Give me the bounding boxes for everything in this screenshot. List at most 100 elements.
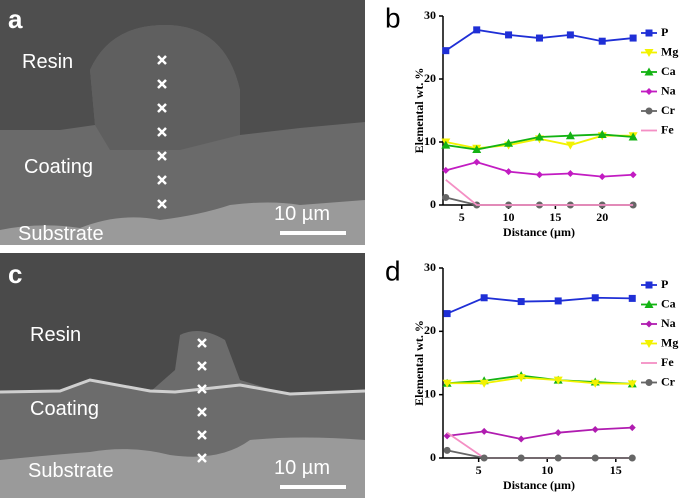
marker <box>473 26 481 34</box>
marker <box>645 379 653 386</box>
sem-image-a: a Resin Coating Substrate 10 µm <box>0 0 365 245</box>
legend-label: Na <box>661 316 676 330</box>
image-label: Resin <box>30 324 81 346</box>
marker <box>591 454 599 462</box>
series-line <box>447 426 633 440</box>
marker <box>566 31 574 39</box>
y-axis-label: Elemental wt. % <box>412 68 426 154</box>
series-line <box>446 449 633 459</box>
marker <box>598 173 606 181</box>
legend-label: Mg <box>661 44 678 58</box>
panel-label: b <box>385 2 401 33</box>
y-axis-label: Elemental wt. % <box>412 320 426 406</box>
marker <box>516 374 526 383</box>
marker <box>443 310 451 318</box>
image-label: Coating <box>30 398 99 420</box>
marker <box>505 168 513 176</box>
marker <box>553 376 563 385</box>
series-line <box>447 376 633 385</box>
y-tick-label: 30 <box>424 8 436 22</box>
marker <box>644 340 654 348</box>
marker <box>480 454 488 462</box>
marker <box>517 298 525 306</box>
y-tick-label: 20 <box>424 323 436 337</box>
legend-label: Mg <box>661 335 678 349</box>
legend-label: Na <box>661 83 676 97</box>
marker <box>480 294 488 302</box>
marker <box>535 34 543 42</box>
x-tick-label: 5 <box>459 210 465 224</box>
marker <box>480 427 488 435</box>
legend-label: Fe <box>661 355 674 369</box>
marker <box>473 158 481 166</box>
marker <box>645 320 653 328</box>
marker <box>644 49 654 57</box>
marker <box>566 170 574 177</box>
x-tick-label: 15 <box>610 463 622 477</box>
marker <box>645 88 653 95</box>
marker <box>591 426 599 433</box>
legend-label: Cr <box>661 103 676 117</box>
panel-label: d <box>385 255 401 286</box>
marker <box>590 379 600 388</box>
x-tick-label: 10 <box>541 463 553 477</box>
legend-label: Fe <box>661 122 674 136</box>
scale-bar-label: 10 µm <box>274 203 330 225</box>
scale-bar-label: 10 µm <box>274 457 330 479</box>
panel-label: a <box>8 4 23 34</box>
charts: b 0 10 20 30 5 10 15 20 Distance (µm) Elemental wt… <box>385 2 678 491</box>
marker <box>628 454 636 462</box>
legend-label: Ca <box>661 64 676 78</box>
series-line <box>446 296 633 315</box>
marker <box>534 132 544 141</box>
image-label: Resin <box>22 51 73 73</box>
series-line <box>447 374 633 385</box>
marker <box>504 138 514 147</box>
x-tick-label: 15 <box>549 210 561 224</box>
marker <box>628 132 638 141</box>
marker <box>442 166 450 174</box>
marker <box>442 193 450 201</box>
legend-label: Cr <box>661 374 676 388</box>
y-tick-label: 0 <box>430 450 436 464</box>
series-line <box>445 179 634 206</box>
marker <box>644 67 654 76</box>
marker <box>505 31 513 39</box>
image-label: Coating <box>24 156 93 178</box>
marker <box>597 129 607 138</box>
marker <box>629 171 637 179</box>
marker <box>535 171 543 179</box>
image-label: Substrate <box>18 223 104 245</box>
legend-label: Ca <box>661 296 676 310</box>
legend-label: P <box>661 25 668 39</box>
y-tick-label: 0 <box>430 197 436 211</box>
marker <box>479 379 489 388</box>
marker <box>554 429 562 437</box>
marker <box>517 454 525 462</box>
marker <box>645 281 653 289</box>
sem-image-c: c Resin Coating Substrate 10 µm <box>0 253 366 498</box>
marker <box>565 141 575 150</box>
marker <box>442 379 452 388</box>
image-label: Substrate <box>28 460 114 482</box>
marker <box>565 131 575 140</box>
y-tick-label: 10 <box>424 386 436 400</box>
marker <box>472 145 482 154</box>
marker <box>517 435 525 443</box>
marker <box>645 107 653 115</box>
marker <box>442 47 450 55</box>
panel-label: c <box>8 259 22 289</box>
legend-label: P <box>661 277 668 291</box>
y-tick-label: 20 <box>424 71 436 85</box>
marker <box>441 140 451 149</box>
x-axis-label: Distance (µm) <box>503 478 575 492</box>
marker <box>628 294 636 302</box>
marker <box>629 34 637 42</box>
marker <box>554 454 562 462</box>
marker <box>554 297 562 305</box>
x-tick-label: 5 <box>476 463 482 477</box>
marker <box>628 424 636 432</box>
x-tick-label: 20 <box>596 210 608 224</box>
x-tick-label: 10 <box>503 210 515 224</box>
